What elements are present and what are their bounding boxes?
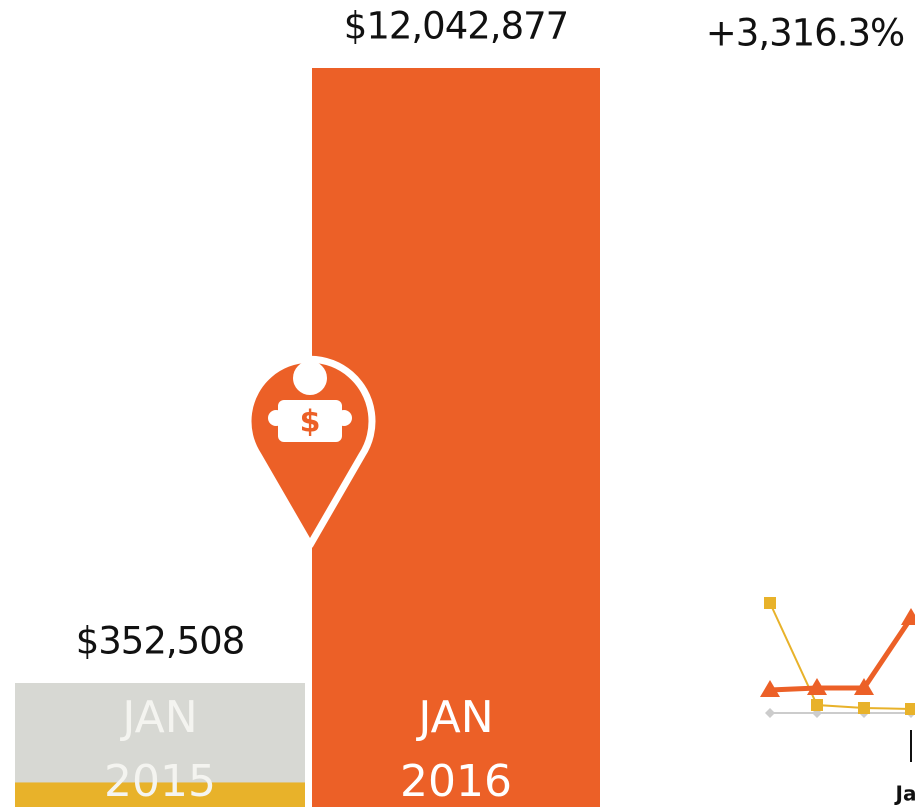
change-label: +3,316.3% xyxy=(706,12,904,55)
series-line xyxy=(769,602,912,710)
point xyxy=(811,699,823,711)
category-label: JAN 2016 xyxy=(400,692,512,807)
category-label: JAN 2015 xyxy=(104,692,216,807)
point xyxy=(765,708,775,718)
svg-text:$: $ xyxy=(300,405,321,440)
point xyxy=(854,678,874,695)
value-label: $12,042,877 xyxy=(344,5,568,48)
value-label: $352,508 xyxy=(76,620,245,663)
x-tick-label: Ja xyxy=(894,782,915,806)
point xyxy=(764,597,776,609)
point xyxy=(760,680,780,697)
point xyxy=(901,608,915,625)
point xyxy=(858,702,870,714)
bar xyxy=(15,782,305,807)
series-line xyxy=(769,616,914,693)
point xyxy=(807,678,827,695)
point xyxy=(905,703,915,715)
pin-icon: $ xyxy=(244,355,376,549)
